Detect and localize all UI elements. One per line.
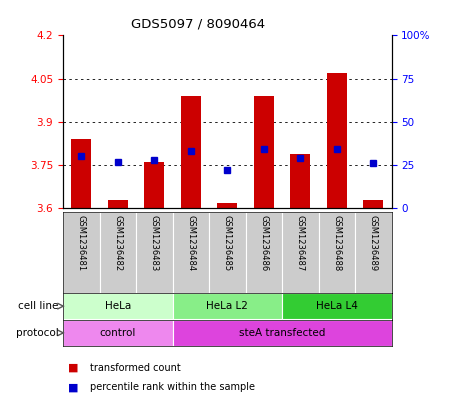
Text: protocol: protocol bbox=[16, 328, 58, 338]
Bar bbox=[144, 162, 164, 208]
Bar bbox=[63, 212, 99, 293]
Bar bbox=[99, 212, 136, 293]
Text: steA transfected: steA transfected bbox=[239, 328, 325, 338]
Text: control: control bbox=[99, 328, 136, 338]
Text: transformed count: transformed count bbox=[90, 363, 181, 373]
Bar bbox=[217, 202, 237, 208]
Text: GDS5097 / 8090464: GDS5097 / 8090464 bbox=[131, 18, 265, 31]
Text: GSM1236484: GSM1236484 bbox=[186, 215, 195, 271]
Bar bbox=[363, 200, 383, 208]
Bar bbox=[71, 139, 91, 208]
Bar bbox=[254, 96, 274, 208]
Text: HeLa L4: HeLa L4 bbox=[316, 301, 358, 311]
Bar bbox=[319, 212, 355, 293]
Text: ■: ■ bbox=[68, 382, 78, 393]
Bar bbox=[209, 212, 246, 293]
Bar bbox=[246, 212, 282, 293]
Bar bbox=[355, 212, 392, 293]
Bar bbox=[282, 293, 392, 319]
Bar bbox=[63, 293, 172, 319]
Text: ■: ■ bbox=[68, 363, 78, 373]
Text: GSM1236487: GSM1236487 bbox=[296, 215, 305, 271]
Bar bbox=[327, 73, 347, 208]
Text: HeLa L2: HeLa L2 bbox=[206, 301, 248, 311]
Text: GSM1236486: GSM1236486 bbox=[259, 215, 268, 271]
Text: percentile rank within the sample: percentile rank within the sample bbox=[90, 382, 255, 393]
Text: GSM1236483: GSM1236483 bbox=[150, 215, 159, 271]
Text: cell line: cell line bbox=[18, 301, 58, 311]
Bar bbox=[63, 320, 172, 346]
Bar bbox=[108, 200, 128, 208]
Text: GSM1236489: GSM1236489 bbox=[369, 215, 378, 271]
Bar bbox=[136, 212, 172, 293]
Bar bbox=[172, 320, 392, 346]
Bar bbox=[172, 293, 282, 319]
Text: HeLa: HeLa bbox=[104, 301, 131, 311]
Bar bbox=[282, 212, 319, 293]
Text: GSM1236485: GSM1236485 bbox=[223, 215, 232, 271]
Bar bbox=[290, 154, 310, 208]
Text: GSM1236481: GSM1236481 bbox=[77, 215, 86, 271]
Bar bbox=[181, 96, 201, 208]
Bar bbox=[172, 212, 209, 293]
Text: GSM1236482: GSM1236482 bbox=[113, 215, 122, 271]
Text: GSM1236488: GSM1236488 bbox=[332, 215, 341, 271]
